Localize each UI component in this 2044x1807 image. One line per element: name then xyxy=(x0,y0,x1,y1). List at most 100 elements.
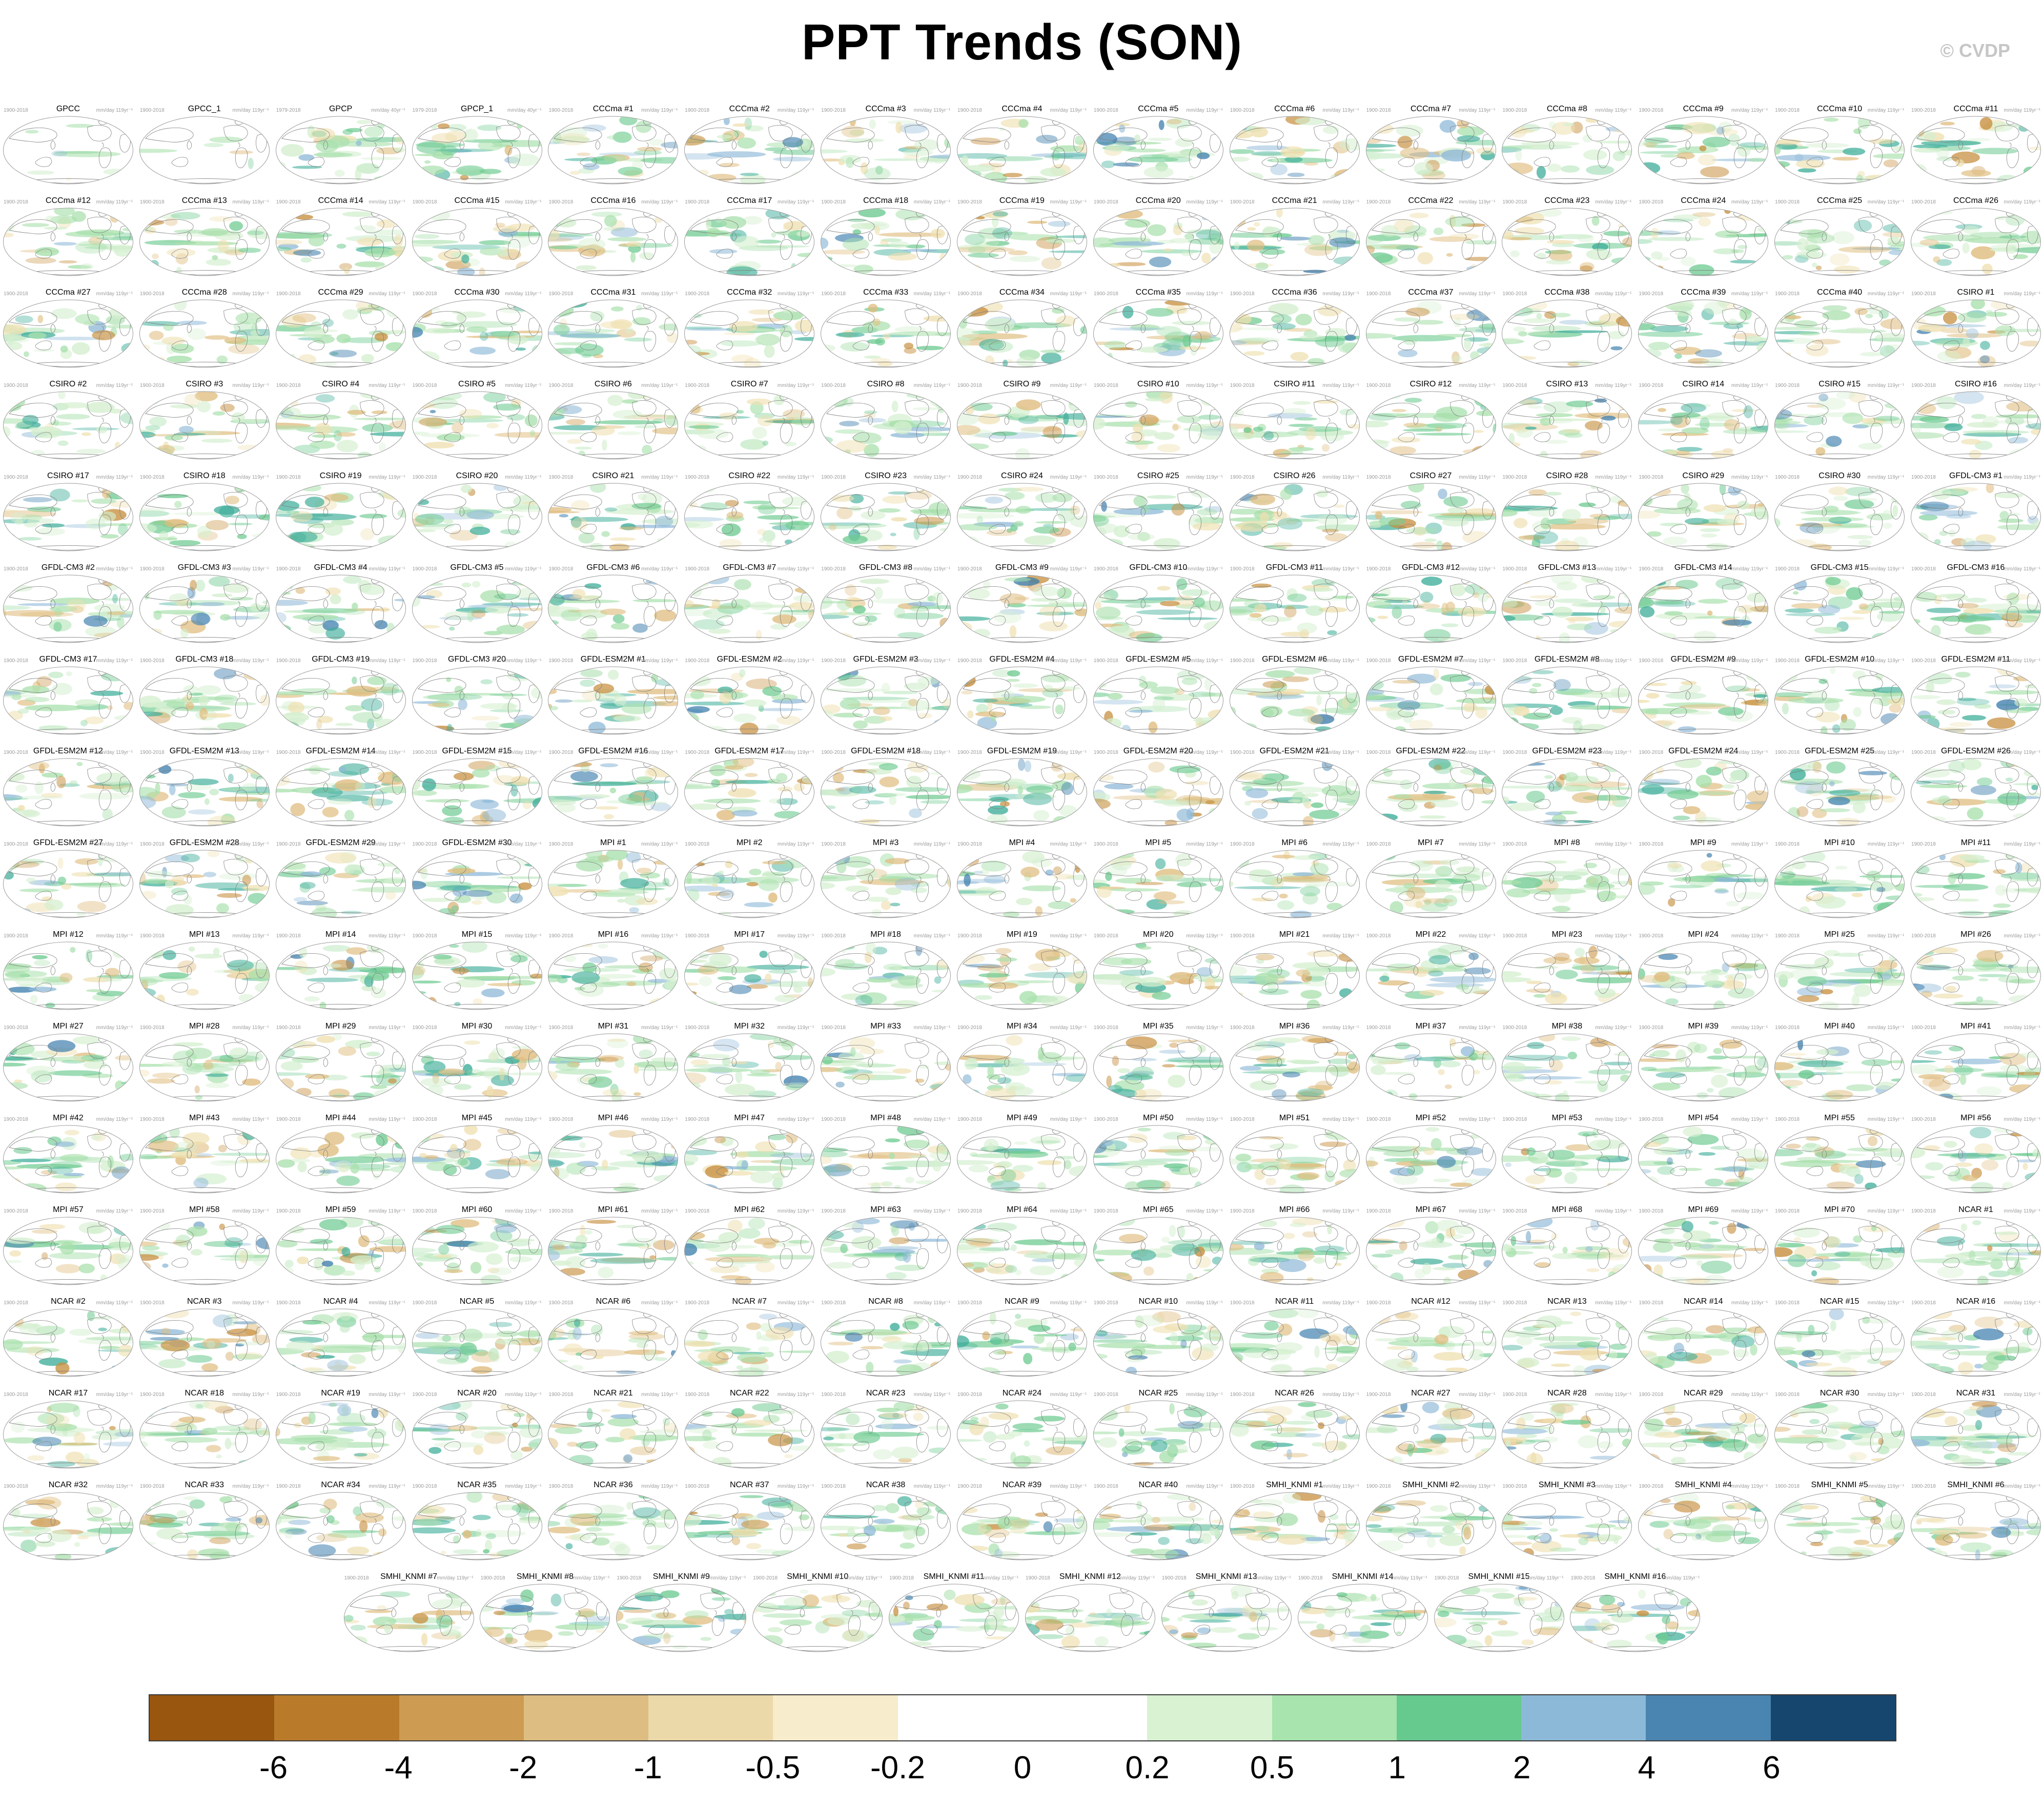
panel-header: 1900-2018 MPI #11 mm/day 119yr⁻¹ xyxy=(1908,837,2044,849)
world-map xyxy=(684,941,815,1010)
panel-units-label: mm/day 119yr⁻¹ xyxy=(2004,841,2040,847)
world-map xyxy=(139,1492,270,1560)
world-map xyxy=(139,666,270,735)
world-map xyxy=(1229,1492,1360,1560)
world-map xyxy=(1638,1308,1769,1377)
panel-title: MPI #61 xyxy=(598,1205,629,1214)
panel-units-label: mm/day 119yr⁻¹ xyxy=(232,1025,269,1031)
panel-header: 1900-2018 GFDL-ESM2M #9 mm/day 119yr⁻¹ xyxy=(1635,654,1771,665)
panel-title: NCAR #29 xyxy=(1684,1389,1723,1398)
panel-units-label: mm/day 119yr⁻¹ xyxy=(1050,1025,1087,1031)
world-map xyxy=(548,483,679,551)
colorbar-tick-label: -0.5 xyxy=(745,1750,801,1785)
panel-header: 1900-2018 SMHI_KNMI #5 mm/day 119yr⁻¹ xyxy=(1771,1480,1908,1491)
map-panel: 1900-2018 CSIRO #1 mm/day 119yr⁻¹ xyxy=(1908,287,2044,379)
panel-units-label: mm/day 119yr⁻¹ xyxy=(1322,750,1359,755)
panel-title: NCAR #24 xyxy=(1002,1389,1042,1398)
map-panel: 1900-2018 CCCma #16 mm/day 119yr⁻¹ xyxy=(545,195,681,287)
panel-title: CCCma #11 xyxy=(1953,105,1998,113)
map-panel: 1900-2018 GFDL-CM3 #11 mm/day 119yr⁻¹ xyxy=(1227,562,1363,654)
world-map xyxy=(1638,850,1769,918)
map-panel: 1900-2018 MPI #21 mm/day 119yr⁻¹ xyxy=(1227,929,1363,1021)
panel-units-label: mm/day 119yr⁻¹ xyxy=(777,1208,814,1214)
panel-units-label: mm/day 119yr⁻¹ xyxy=(1322,291,1359,297)
map-panel: 1900-2018 MPI #26 mm/day 119yr⁻¹ xyxy=(1908,929,2044,1021)
panel-title: MPI #12 xyxy=(53,930,84,939)
map-panel: 1900-2018 MPI #28 mm/day 119yr⁻¹ xyxy=(136,1021,273,1113)
panel-header: 1900-2018 CCCma #18 mm/day 119yr⁻¹ xyxy=(817,195,954,207)
world-map xyxy=(821,483,951,551)
panel-units-label: mm/day 119yr⁻¹ xyxy=(913,199,951,205)
panel-header: 1900-2018 MPI #61 mm/day 119yr⁻¹ xyxy=(545,1204,681,1216)
panel-units-label: mm/day 119yr⁻¹ xyxy=(369,1025,405,1031)
panel-header: 1900-2018 CCCma #3 mm/day 119yr⁻¹ xyxy=(817,104,954,115)
map-panel: 1900-2018 GFDL-ESM2M #14 mm/day 119yr⁻¹ xyxy=(273,746,409,837)
map-panel: 1900-2018 GFDL-ESM2M #9 mm/day 119yr⁻¹ xyxy=(1635,654,1771,746)
world-map xyxy=(1502,1125,1632,1194)
world-map xyxy=(412,574,542,643)
map-panel: 1900-2018 MPI #44 mm/day 119yr⁻¹ xyxy=(273,1113,409,1204)
world-map xyxy=(139,941,270,1010)
panel-title: NCAR #32 xyxy=(48,1481,88,1489)
panel-title: CCCma #38 xyxy=(1544,288,1590,297)
panel-header: 1979-2018 GPCP mm/day 40yr⁻¹ xyxy=(273,104,409,115)
panel-units-label: mm/day 119yr⁻¹ xyxy=(777,933,814,939)
panel-units-label: mm/day 119yr⁻¹ xyxy=(1731,383,1768,388)
panel-header: 1900-2018 GFDL-ESM2M #16 mm/day 119yr⁻¹ xyxy=(545,746,681,757)
map-panel: 1900-2018 GFDL-ESM2M #22 mm/day 119yr⁻¹ xyxy=(1363,746,1499,837)
panel-title: GFDL-ESM2M #12 xyxy=(33,747,103,755)
panel-units-label: mm/day 119yr⁻¹ xyxy=(1050,750,1087,755)
world-map xyxy=(1365,1492,1496,1560)
panel-title: GFDL-ESM2M #15 xyxy=(442,747,512,755)
panel-header: 1900-2018 MPI #20 mm/day 119yr⁻¹ xyxy=(1090,929,1227,940)
panel-header: 1900-2018 MPI #59 mm/day 119yr⁻¹ xyxy=(273,1204,409,1216)
world-map xyxy=(956,1033,1087,1102)
panel-units-label: mm/day 119yr⁻¹ xyxy=(1731,1484,1768,1489)
panel-period-label: 1900-2018 xyxy=(1775,841,1800,847)
panel-period-label: 1900-2018 xyxy=(412,1392,437,1398)
panel-header: 1900-2018 CSIRO #29 mm/day 119yr⁻¹ xyxy=(1635,470,1771,482)
panel-period-label: 1900-2018 xyxy=(1366,1392,1391,1398)
panel-header: 1900-2018 MPI #18 mm/day 119yr⁻¹ xyxy=(817,929,954,940)
panel-units-label: mm/day 119yr⁻¹ xyxy=(232,475,269,480)
panel-period-label: 1900-2018 xyxy=(1093,1392,1118,1398)
map-panel: 1900-2018 MPI #19 mm/day 119yr⁻¹ xyxy=(954,929,1090,1021)
map-panel: 1900-2018 CCCma #20 mm/day 119yr⁻¹ xyxy=(1090,195,1227,287)
panel-header: 1900-2018 CCCma #27 mm/day 119yr⁻¹ xyxy=(0,287,136,298)
panel-header: 1900-2018 MPI #10 mm/day 119yr⁻¹ xyxy=(1771,837,1908,849)
map-panel: 1900-2018 GFDL-ESM2M #10 mm/day 119yr⁻¹ xyxy=(1771,654,1908,746)
panel-units-label: mm/day 119yr⁻¹ xyxy=(96,291,133,297)
panel-header: 1900-2018 GFDL-ESM2M #24 mm/day 119yr⁻¹ xyxy=(1635,746,1771,757)
panel-header: 1900-2018 GFDL-ESM2M #4 mm/day 119yr⁻¹ xyxy=(954,654,1090,665)
panel-period-label: 1900-2018 xyxy=(139,750,165,755)
panel-header: 1900-2018 CSIRO #2 mm/day 119yr⁻¹ xyxy=(0,379,136,390)
panel-period-label: 1900-2018 xyxy=(1639,108,1664,113)
panel-title: NCAR #18 xyxy=(185,1389,224,1398)
panel-units-label: mm/day 119yr⁻¹ xyxy=(1867,108,1905,113)
world-map xyxy=(1229,1033,1360,1102)
panel-units-label: mm/day 119yr⁻¹ xyxy=(573,1575,610,1581)
map-panel: 1900-2018 MPI #42 mm/day 119yr⁻¹ xyxy=(0,1113,136,1204)
panel-period-label: 1900-2018 xyxy=(1093,199,1118,205)
panel-period-label: 1900-2018 xyxy=(1911,291,1936,297)
panel-title: GFDL-ESM2M #7 xyxy=(1398,655,1464,664)
panel-title: CSIRO #19 xyxy=(319,471,362,480)
world-map xyxy=(1229,483,1360,551)
map-panel: 1900-2018 NCAR #25 mm/day 119yr⁻¹ xyxy=(1090,1388,1227,1480)
map-panel: 1900-2018 CCCma #22 mm/day 119yr⁻¹ xyxy=(1363,195,1499,287)
panel-title: MPI #40 xyxy=(1824,1022,1855,1031)
world-map xyxy=(1910,758,2041,827)
panel-header: 1900-2018 GFDL-ESM2M #1 mm/day 119yr⁻¹ xyxy=(545,654,681,665)
map-panel: 1900-2018 NCAR #27 mm/day 119yr⁻¹ xyxy=(1363,1388,1499,1480)
panel-period-label: 1900-2018 xyxy=(548,750,574,755)
map-panel: 1900-2018 GFDL-CM3 #2 mm/day 119yr⁻¹ xyxy=(0,562,136,654)
panel-header: 1900-2018 MPI #69 mm/day 119yr⁻¹ xyxy=(1635,1204,1771,1216)
panel-period-label: 1900-2018 xyxy=(821,1484,846,1489)
map-panel: 1900-2018 CCCma #14 mm/day 119yr⁻¹ xyxy=(273,195,409,287)
map-panel: 1900-2018 GFDL-ESM2M #8 mm/day 119yr⁻¹ xyxy=(1499,654,1635,746)
map-panel: 1900-2018 CCCma #23 mm/day 119yr⁻¹ xyxy=(1499,195,1635,287)
map-panel: 1900-2018 MPI #65 mm/day 119yr⁻¹ xyxy=(1090,1204,1227,1296)
map-panel: 1900-2018 CSIRO #5 mm/day 119yr⁻¹ xyxy=(409,379,545,470)
panel-period-label: 1900-2018 xyxy=(1161,1575,1187,1581)
panel-period-label: 1900-2018 xyxy=(1230,475,1255,480)
